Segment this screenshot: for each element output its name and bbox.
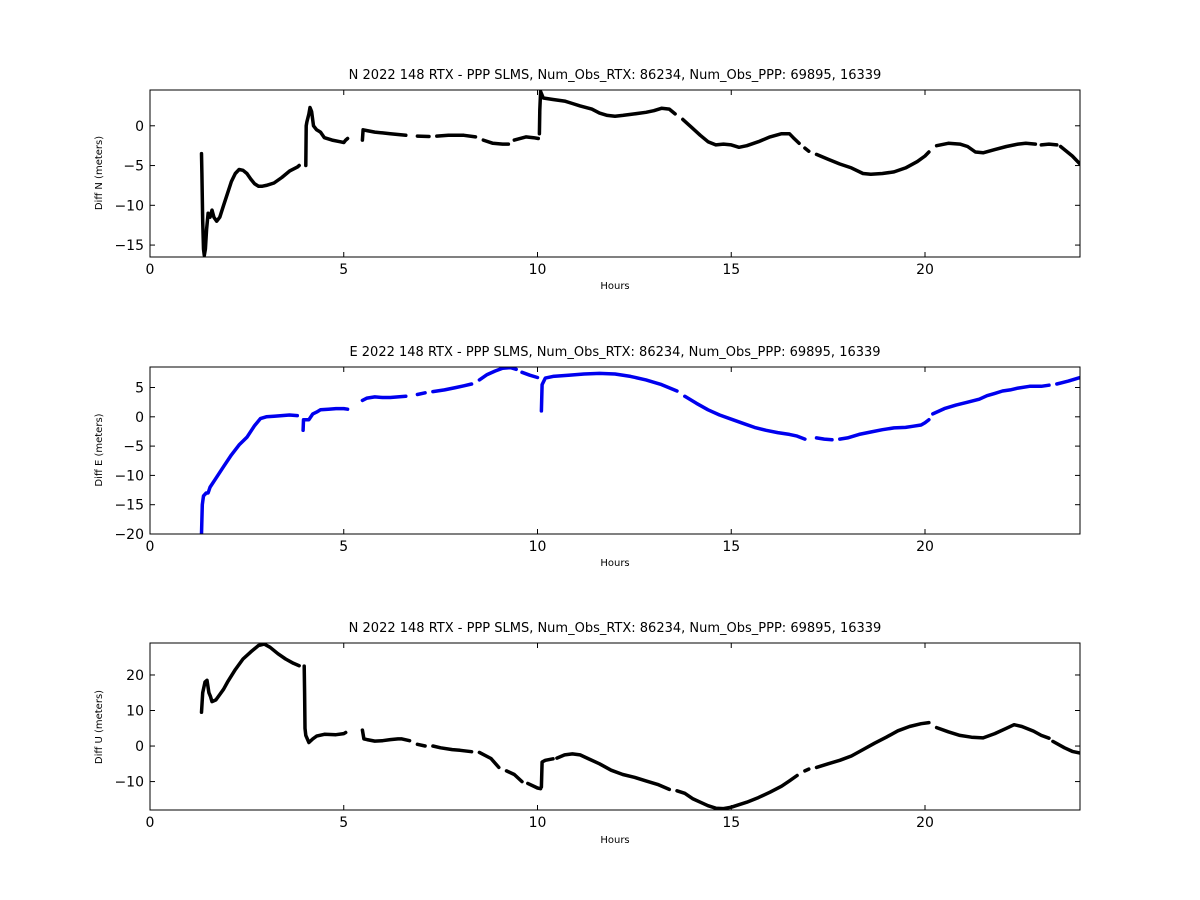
x-tick-label-up: 10 bbox=[529, 815, 547, 831]
data-segment-north-10 bbox=[814, 150, 931, 177]
data-segment-up-1 bbox=[302, 664, 348, 745]
x-tick-label-east: 20 bbox=[916, 539, 934, 555]
data-segment-up-2 bbox=[360, 728, 412, 743]
subplot-north: N 2022 148 RTX - PPP SLMS, Num_Obs_RTX: … bbox=[94, 68, 1081, 292]
data-segment-east-2 bbox=[360, 394, 408, 403]
data-segment-north-9 bbox=[803, 146, 811, 153]
y-tick-label-east: −5 bbox=[123, 439, 144, 455]
x-axis-label-north: Hours bbox=[600, 281, 629, 292]
chart-title-up: N 2022 148 RTX - PPP SLMS, Num_Obs_RTX: … bbox=[349, 621, 882, 636]
x-tick-label-east: 10 bbox=[529, 539, 547, 555]
axes-frame-up bbox=[149, 642, 1081, 811]
x-tick-label-up: 20 bbox=[916, 815, 934, 831]
x-tick-label-north: 10 bbox=[529, 262, 547, 278]
data-segment-up-13 bbox=[934, 722, 1051, 740]
y-tick-label-north: −10 bbox=[114, 198, 144, 214]
data-segment-east-0 bbox=[199, 413, 300, 534]
y-tick-label-up: 20 bbox=[126, 668, 144, 684]
data-segment-up-5 bbox=[477, 750, 501, 770]
y-tick-label-up: 0 bbox=[135, 739, 144, 755]
x-tick-label-north: 20 bbox=[916, 262, 934, 278]
data-segment-north-0 bbox=[199, 151, 301, 257]
data-segment-up-0 bbox=[199, 643, 301, 715]
data-segment-up-8 bbox=[539, 757, 555, 789]
chart-title-east: E 2022 148 RTX - PPP SLMS, Num_Obs_RTX: … bbox=[349, 345, 880, 360]
data-segment-north-11 bbox=[934, 141, 1038, 155]
subplot-up: N 2022 148 RTX - PPP SLMS, Num_Obs_RTX: … bbox=[94, 621, 1081, 846]
data-segment-east-12 bbox=[1055, 375, 1080, 386]
data-segment-up-9 bbox=[555, 752, 672, 792]
data-segment-north-13 bbox=[1058, 144, 1080, 166]
y-tick-label-up: 10 bbox=[126, 704, 144, 720]
data-segment-east-11 bbox=[931, 383, 1051, 416]
data-segment-up-11 bbox=[803, 767, 811, 773]
y-tick-label-north: 0 bbox=[135, 119, 144, 135]
data-segment-up-7 bbox=[526, 781, 543, 791]
x-tick-label-east: 5 bbox=[339, 539, 348, 555]
x-tick-label-up: 15 bbox=[722, 815, 740, 831]
y-tick-label-north: −15 bbox=[114, 238, 144, 254]
plot-area-east bbox=[199, 367, 1080, 534]
data-segment-east-10 bbox=[838, 417, 931, 441]
axes-frame-north bbox=[149, 89, 1081, 258]
plot-area-north bbox=[199, 90, 1080, 257]
y-tick-label-east: −10 bbox=[114, 468, 144, 484]
data-segment-up-6 bbox=[504, 769, 524, 784]
y-tick-label-east: 5 bbox=[135, 381, 144, 397]
data-segment-north-2 bbox=[360, 128, 408, 142]
data-segment-up-3 bbox=[415, 742, 427, 748]
data-segment-north-7 bbox=[537, 90, 677, 136]
data-segment-east-9 bbox=[814, 436, 834, 442]
x-tick-label-east: 15 bbox=[722, 539, 740, 555]
data-segment-north-4 bbox=[435, 133, 478, 139]
data-segment-east-3 bbox=[415, 391, 427, 397]
data-segment-east-5 bbox=[477, 367, 518, 382]
y-axis-label-east: Diff E (meters) bbox=[94, 413, 105, 486]
x-tick-label-up: 0 bbox=[146, 815, 155, 831]
x-tick-label-north: 5 bbox=[339, 262, 348, 278]
data-segment-north-5 bbox=[481, 138, 511, 146]
x-tick-label-north: 15 bbox=[722, 262, 740, 278]
data-segment-north-8 bbox=[681, 117, 801, 150]
y-tick-label-east: −15 bbox=[114, 498, 144, 514]
y-tick-label-east: −20 bbox=[114, 527, 144, 543]
y-axis-label-up: Diff U (meters) bbox=[94, 690, 105, 764]
data-segment-up-4 bbox=[431, 744, 474, 754]
data-segment-up-14 bbox=[1051, 739, 1080, 755]
x-tick-label-up: 5 bbox=[339, 815, 348, 831]
x-tick-label-north: 0 bbox=[146, 262, 155, 278]
data-segment-north-6 bbox=[512, 135, 541, 142]
data-segment-east-1 bbox=[301, 406, 350, 433]
chart-title-north: N 2022 148 RTX - PPP SLMS, Num_Obs_RTX: … bbox=[349, 68, 882, 83]
data-segment-north-1 bbox=[304, 105, 350, 168]
x-tick-label-east: 0 bbox=[146, 539, 155, 555]
data-segment-up-12 bbox=[814, 720, 931, 770]
data-segment-east-6 bbox=[520, 370, 540, 380]
x-axis-label-east: Hours bbox=[600, 558, 629, 569]
y-tick-label-north: −5 bbox=[123, 159, 144, 175]
y-axis-label-north: Diff N (meters) bbox=[94, 136, 105, 210]
y-tick-label-east: 0 bbox=[135, 410, 144, 426]
data-segment-east-8 bbox=[683, 394, 807, 441]
axes-frame-east bbox=[149, 366, 1081, 535]
data-segment-east-4 bbox=[431, 382, 474, 394]
subplot-east: E 2022 148 RTX - PPP SLMS, Num_Obs_RTX: … bbox=[94, 345, 1081, 569]
y-tick-label-up: −10 bbox=[114, 775, 144, 791]
data-segment-east-7 bbox=[539, 371, 679, 413]
data-segment-north-12 bbox=[1039, 142, 1059, 147]
x-axis-label-up: Hours bbox=[600, 835, 629, 846]
